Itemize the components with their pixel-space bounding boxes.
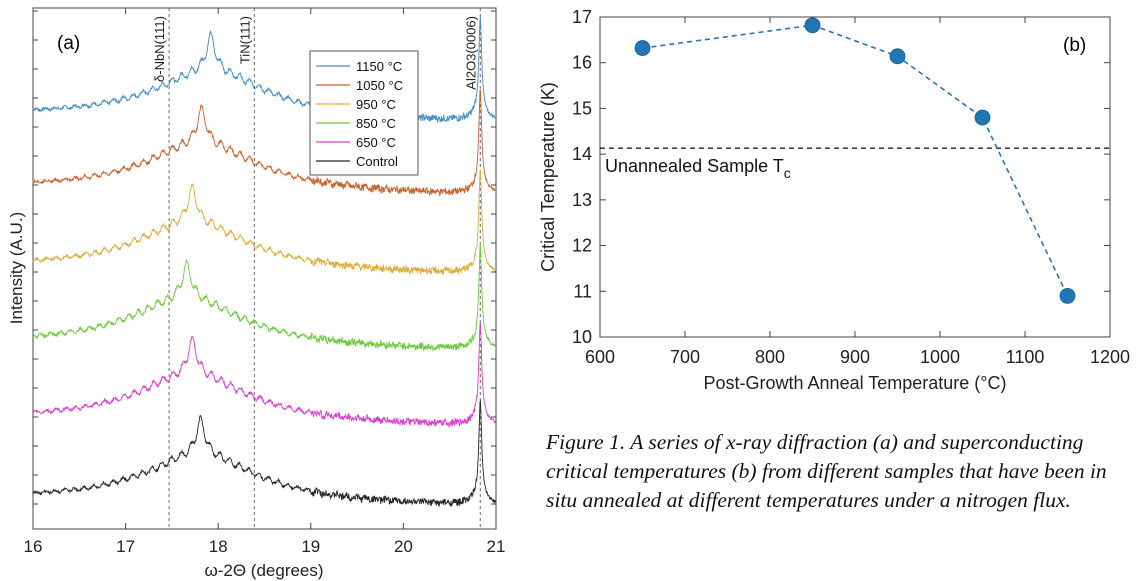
tc-panel-label: (b) xyxy=(1063,35,1086,56)
xrd-legend-entry: 950 °C xyxy=(356,97,396,112)
xrd-series xyxy=(32,17,497,507)
xrd-x-tick-label: 20 xyxy=(394,537,413,556)
tc-y-axis-label: Critical Temperature (K) xyxy=(538,82,558,272)
tc-data-point xyxy=(1059,287,1076,304)
xrd-panel: δ-NbN(111) TiN(111) Al2O3(0006) 16 17 18 19 20… xyxy=(7,7,506,580)
tc-x-tick-label: 1100 xyxy=(1006,347,1045,367)
tc-x-tick-label: 1000 xyxy=(920,347,960,367)
tc-x-tick-label: 900 xyxy=(840,347,870,367)
tc-x-axis-label: Post-Growth Anneal Temperature (°C) xyxy=(704,373,1007,393)
tc-panel: 600 700 800 900 1000 1100 1200 10 11 12 13 14 15 16 17… xyxy=(538,7,1130,393)
tc-x-tick-label: 800 xyxy=(755,347,785,367)
tc-ticks: 600 700 800 900 1000 1100 1200 10 11 12 13 14 15 16 17 xyxy=(572,7,1130,367)
tc-x-tick-label: 700 xyxy=(670,347,700,367)
xrd-series-line xyxy=(32,244,497,352)
xrd-series-line xyxy=(32,89,496,197)
tc-data-point xyxy=(889,48,906,65)
xrd-reference-label: Al2O3(0006) xyxy=(463,16,478,90)
tc-y-tick-label: 14 xyxy=(572,144,592,164)
xrd-reference-label: TiN(111) xyxy=(237,16,252,64)
figure-caption: Figure 1. A series of x-ray diffraction … xyxy=(546,430,1107,512)
xrd-series-line xyxy=(32,17,497,124)
xrd-x-tick-label: 17 xyxy=(116,537,135,556)
xrd-x-tick-label: 16 xyxy=(24,537,43,556)
xrd-legend-entry: 1050 °C xyxy=(356,78,403,93)
tc-x-tick-label: 1200 xyxy=(1090,347,1130,367)
tc-unannealed-label: Unannealed Sample Tc xyxy=(605,156,791,181)
xrd-legend-entry: Control xyxy=(356,154,398,169)
xrd-reference-label: δ-NbN(111) xyxy=(152,16,167,82)
tc-data-point xyxy=(974,109,991,126)
tc-data-point xyxy=(634,40,651,56)
xrd-legend-box xyxy=(309,50,419,176)
tc-reference-line: Unannealed Sample Tc xyxy=(600,147,1110,181)
tc-y-tick-label: 12 xyxy=(572,236,592,256)
xrd-x-tick-label: 18 xyxy=(209,537,228,556)
tc-y-tick-label: 16 xyxy=(572,53,592,73)
xrd-legend-entry: 1150 °C xyxy=(356,59,402,74)
tc-x-tick-label: 600 xyxy=(585,347,615,367)
xrd-x-axis-label: ω-2Θ (degrees) xyxy=(204,561,323,580)
xrd-x-tick-label: 19 xyxy=(301,537,320,556)
tc-y-tick-label: 17 xyxy=(572,7,592,27)
xrd-legend: 1150 °C 1050 °C 950 °C 850 °C 650 °C Control xyxy=(309,50,419,176)
xrd-x-tick-label: 21 xyxy=(487,537,506,556)
xrd-panel-label: (a) xyxy=(57,33,80,54)
tc-y-tick-label: 15 xyxy=(572,98,592,118)
xrd-series-line xyxy=(32,399,497,507)
xrd-y-axis-label: Intensity (A.U.) xyxy=(7,212,26,324)
xrd-legend-entry: 850 °C xyxy=(356,116,396,131)
xrd-legend-entry: 650 °C xyxy=(356,135,396,150)
tc-y-tick-label: 11 xyxy=(573,281,592,301)
tc-series xyxy=(634,17,1076,304)
tc-data-point xyxy=(804,17,821,34)
tc-y-tick-label: 13 xyxy=(572,190,592,210)
tc-unannealed-label-main: Unannealed Sample T xyxy=(605,156,784,176)
xrd-series-line xyxy=(32,169,497,276)
tc-y-tick-label: 10 xyxy=(572,327,592,347)
xrd-series-line xyxy=(32,322,497,429)
tc-plot-frame xyxy=(599,16,1111,338)
xrd-x-ticks: 16 17 18 19 20 21 xyxy=(24,8,506,556)
xrd-y-ticks xyxy=(33,10,496,505)
tc-unannealed-label-sub: c xyxy=(784,165,791,181)
